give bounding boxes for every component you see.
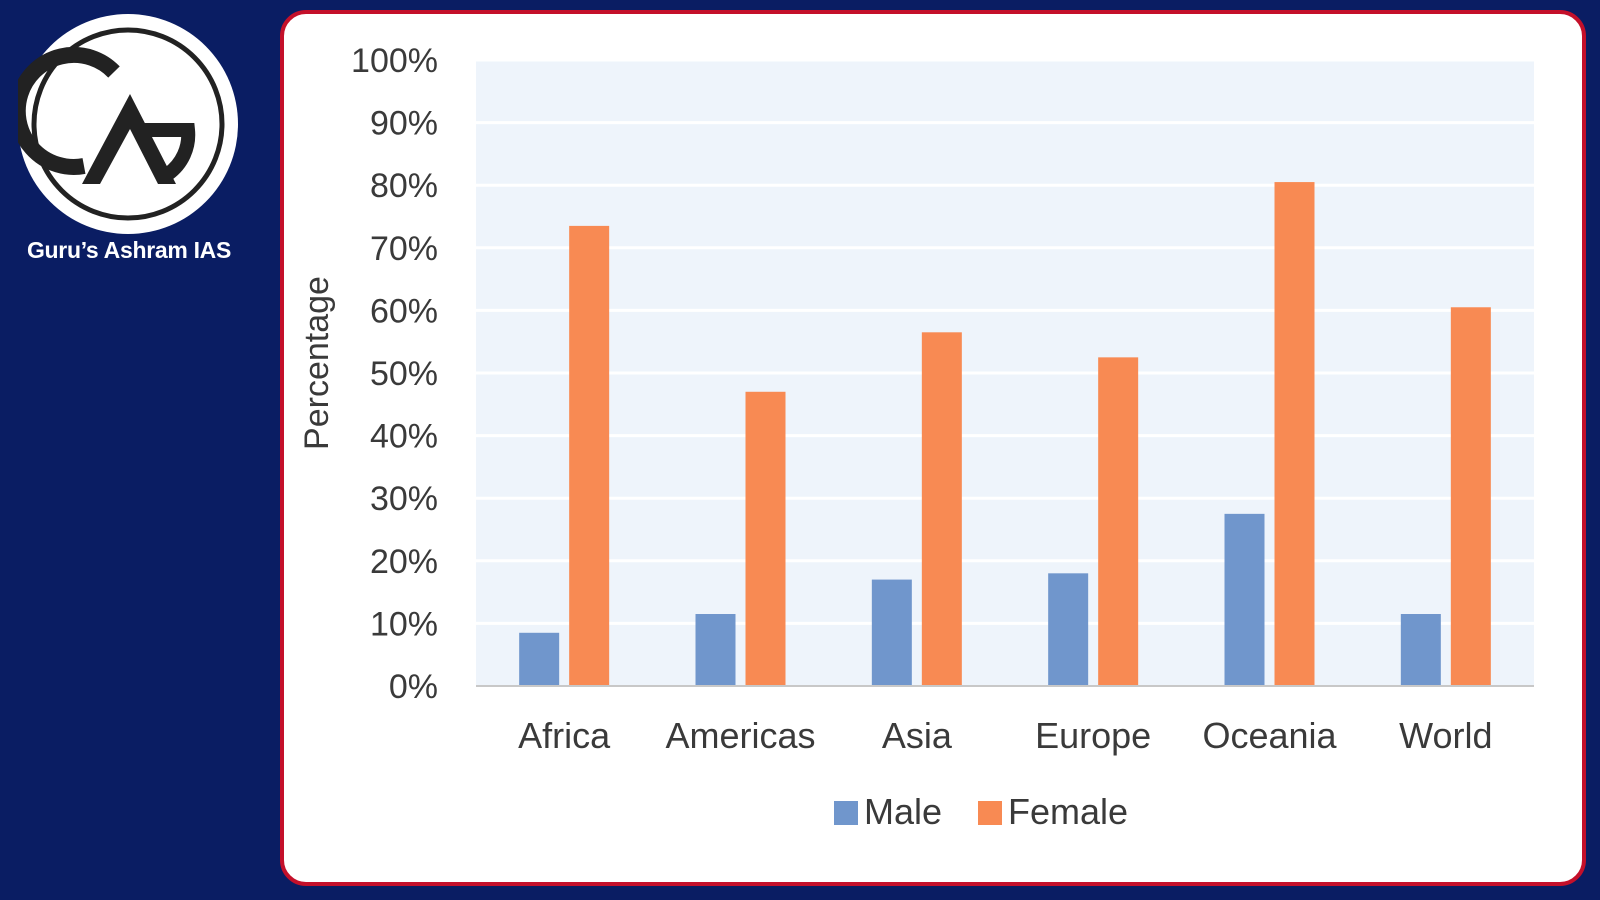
y-tick-label: 20% — [370, 543, 438, 581]
x-tick-label: Oceania — [1202, 715, 1337, 756]
bar-male-europe — [1048, 573, 1089, 686]
legend-swatch-female — [978, 801, 1002, 825]
bar-female-world — [1450, 307, 1491, 686]
legend-label-male: Male — [864, 791, 942, 832]
legend-label-female: Female — [1008, 791, 1128, 832]
y-tick-label: 60% — [370, 292, 438, 330]
brand-name: Guru’s Ashram IAS — [26, 237, 232, 263]
legend-swatch-male — [834, 801, 858, 825]
bars — [519, 182, 1491, 686]
bar-female-asia — [921, 332, 962, 686]
y-tick-label: 100% — [351, 42, 438, 80]
bar-male-world — [1400, 614, 1441, 686]
bar-chart: 0% 10% 20% 30% 40% 50% 60% 70% 80% 90% 100% Africa… — [298, 42, 1534, 832]
y-axis-title: Percentage — [298, 276, 336, 450]
brand-panel: Guru’s Ashram IAS — [0, 0, 258, 300]
legend: Male Female — [834, 791, 1128, 832]
y-tick-label: 40% — [370, 418, 438, 456]
bar-male-americas — [695, 614, 736, 686]
bar-male-africa — [519, 632, 560, 686]
y-tick-label: 90% — [370, 105, 438, 143]
x-tick-label: Europe — [1035, 715, 1151, 756]
chart-card: 0% 10% 20% 30% 40% 50% 60% 70% 80% 90% 100% Africa… — [280, 10, 1586, 886]
x-axis-ticks: Africa Americas Asia Europe Oceania World — [518, 715, 1492, 756]
x-tick-label: Africa — [518, 715, 611, 756]
y-tick-label: 70% — [370, 230, 438, 268]
x-tick-label: Asia — [882, 715, 953, 756]
bar-male-asia — [871, 579, 912, 686]
y-tick-label: 30% — [370, 480, 438, 518]
bar-female-africa — [569, 225, 610, 686]
x-tick-label: World — [1399, 715, 1492, 756]
y-tick-label: 10% — [370, 605, 438, 643]
y-axis-ticks: 0% 10% 20% 30% 40% 50% 60% 70% 80% 90% 100% — [351, 42, 438, 706]
bar-male-oceania — [1224, 513, 1265, 686]
y-tick-label: 80% — [370, 167, 438, 205]
bar-female-americas — [745, 391, 786, 686]
y-tick-label: 0% — [389, 668, 438, 706]
ga-monogram-logo-icon — [18, 14, 238, 234]
bar-female-oceania — [1274, 182, 1315, 686]
y-tick-label: 50% — [370, 355, 438, 393]
x-tick-label: Americas — [665, 715, 815, 756]
bar-female-europe — [1098, 357, 1139, 686]
gridlines — [476, 58, 1534, 625]
